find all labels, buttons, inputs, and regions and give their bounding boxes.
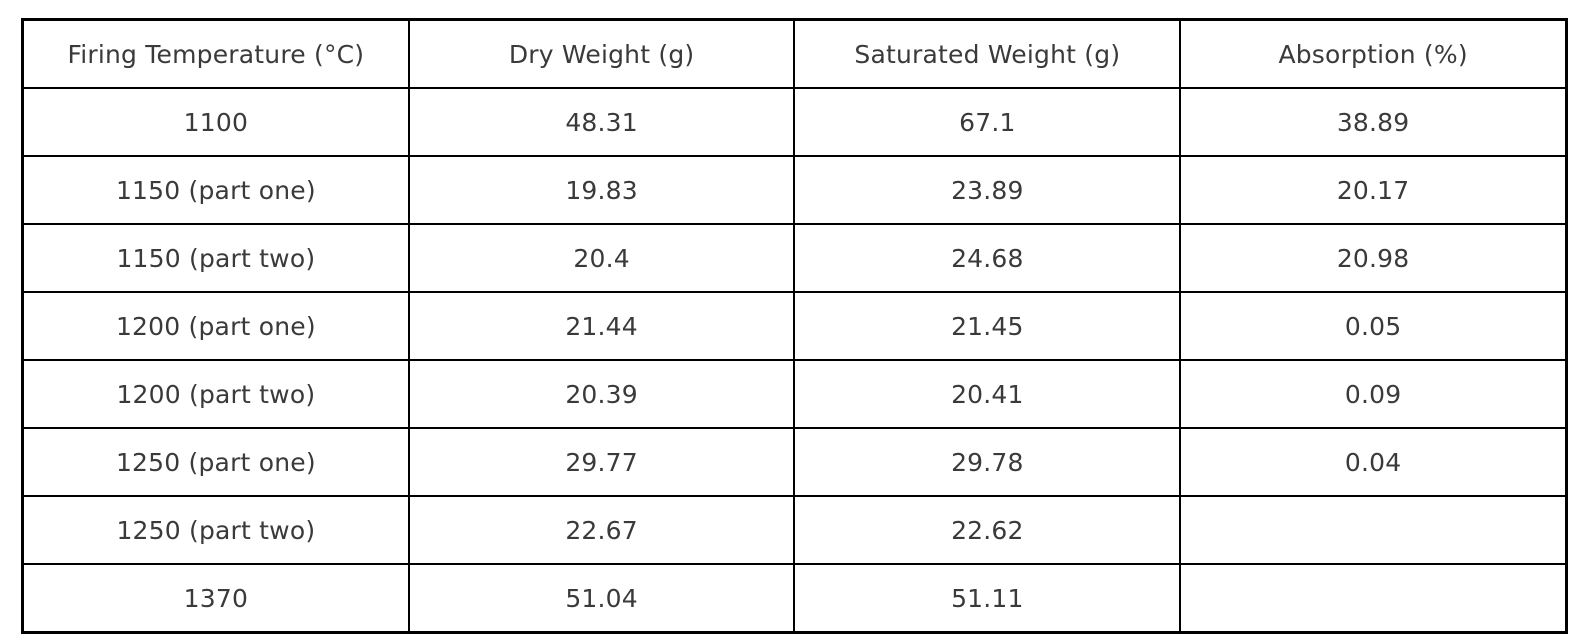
table-row: 1370 51.04 51.11 [21, 563, 1568, 634]
cell-absorption: 20.98 [1179, 223, 1568, 293]
table-row: 1250 (part one) 29.77 29.78 0.04 [21, 427, 1568, 497]
cell-absorption: 0.05 [1179, 291, 1568, 361]
cell-absorption [1179, 495, 1568, 565]
absorption-data-table: Firing Temperature (°C) Dry Weight (g) S… [21, 18, 1568, 634]
cell-firing-temperature: 1200 (part two) [21, 359, 410, 429]
header-row: Firing Temperature (°C) Dry Weight (g) S… [21, 18, 1568, 89]
cell-firing-temperature: 1150 (part one) [21, 155, 410, 225]
cell-firing-temperature: 1200 (part one) [21, 291, 410, 361]
column-header-absorption: Absorption (%) [1179, 18, 1568, 89]
cell-absorption: 0.09 [1179, 359, 1568, 429]
table-row: 1200 (part two) 20.39 20.41 0.09 [21, 359, 1568, 429]
cell-dry-weight: 19.83 [407, 155, 796, 225]
cell-dry-weight: 21.44 [407, 291, 796, 361]
table-body: 1100 48.31 67.1 38.89 1150 (part one) 19… [21, 87, 1568, 634]
cell-dry-weight: 22.67 [407, 495, 796, 565]
table-row: 1100 48.31 67.1 38.89 [21, 87, 1568, 157]
cell-firing-temperature: 1100 [21, 87, 410, 157]
cell-dry-weight: 51.04 [407, 563, 796, 634]
cell-firing-temperature: 1250 (part two) [21, 495, 410, 565]
table-header: Firing Temperature (°C) Dry Weight (g) S… [21, 18, 1568, 89]
cell-saturated-weight: 67.1 [793, 87, 1182, 157]
column-header-saturated-weight: Saturated Weight (g) [793, 18, 1182, 89]
cell-saturated-weight: 22.62 [793, 495, 1182, 565]
table-row: 1200 (part one) 21.44 21.45 0.05 [21, 291, 1568, 361]
cell-saturated-weight: 23.89 [793, 155, 1182, 225]
cell-absorption [1179, 563, 1568, 634]
cell-absorption: 38.89 [1179, 87, 1568, 157]
cell-firing-temperature: 1370 [21, 563, 410, 634]
cell-saturated-weight: 21.45 [793, 291, 1182, 361]
column-header-firing-temperature: Firing Temperature (°C) [21, 18, 410, 89]
cell-dry-weight: 48.31 [407, 87, 796, 157]
cell-saturated-weight: 51.11 [793, 563, 1182, 634]
cell-saturated-weight: 20.41 [793, 359, 1182, 429]
table-row: 1150 (part one) 19.83 23.89 20.17 [21, 155, 1568, 225]
cell-absorption: 0.04 [1179, 427, 1568, 497]
cell-dry-weight: 20.39 [407, 359, 796, 429]
cell-saturated-weight: 24.68 [793, 223, 1182, 293]
cell-dry-weight: 20.4 [407, 223, 796, 293]
cell-absorption: 20.17 [1179, 155, 1568, 225]
cell-dry-weight: 29.77 [407, 427, 796, 497]
cell-firing-temperature: 1150 (part two) [21, 223, 410, 293]
table-row: 1150 (part two) 20.4 24.68 20.98 [21, 223, 1568, 293]
column-header-dry-weight: Dry Weight (g) [407, 18, 796, 89]
cell-firing-temperature: 1250 (part one) [21, 427, 410, 497]
cell-saturated-weight: 29.78 [793, 427, 1182, 497]
table-row: 1250 (part two) 22.67 22.62 [21, 495, 1568, 565]
